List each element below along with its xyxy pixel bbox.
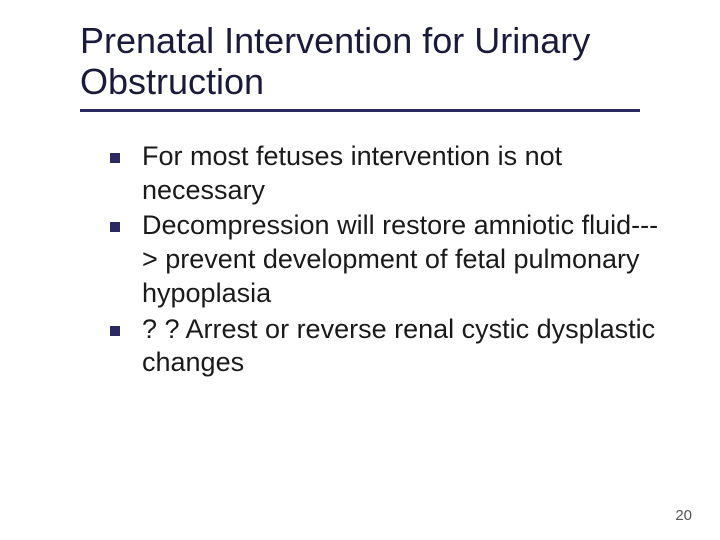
slide-container: Prenatal Intervention for Urinary Obstru… [0,0,720,540]
square-bullet-icon [110,153,120,163]
bullet-item: For most fetuses intervention is not nec… [110,140,670,208]
title-underline [80,109,640,112]
slide-body: For most fetuses intervention is not nec… [80,140,670,380]
bullet-text: Decompression will restore amniotic flui… [142,209,670,310]
slide-title: Prenatal Intervention for Urinary Obstru… [80,20,670,103]
square-bullet-icon [110,326,120,336]
bullet-text: ? ? Arrest or reverse renal cystic dyspl… [142,313,670,381]
page-number: 20 [675,507,692,524]
bullet-item: ? ? Arrest or reverse renal cystic dyspl… [110,313,670,381]
square-bullet-icon [110,222,120,232]
bullet-text: For most fetuses intervention is not nec… [142,140,670,208]
bullet-item: Decompression will restore amniotic flui… [110,209,670,310]
